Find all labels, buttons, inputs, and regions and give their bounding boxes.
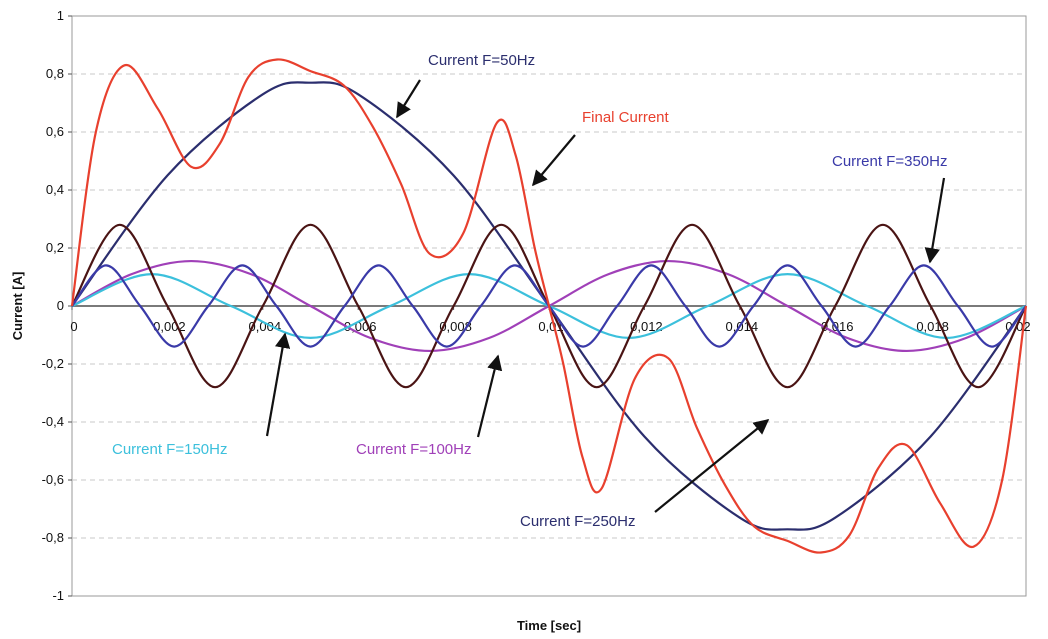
x-tick-label: 0,014	[726, 319, 759, 334]
annotation-arrow	[396, 79, 421, 119]
annotation-arrow	[924, 177, 946, 264]
y-tick-label: -1	[52, 588, 64, 603]
y-tick-label: -0,8	[42, 530, 64, 545]
series-group	[70, 58, 1028, 554]
annotation-arrow	[476, 354, 503, 438]
gridlines	[72, 73, 1026, 539]
annotation-label: Current F=250Hz	[520, 513, 635, 530]
y-tick-label: -0,4	[42, 414, 64, 429]
annotations: Current F=50Hz Final Current Current F=350…	[112, 52, 947, 530]
annotation-label: Current F=50Hz	[428, 52, 535, 69]
annotation-arrow	[532, 134, 576, 187]
annotation-arrows	[265, 79, 946, 513]
annotation-label: Current F=150Hz	[112, 441, 227, 458]
annotation-label: Final Current	[582, 109, 670, 126]
y-axis-ticks: 1 0,8 0,6 0,4 0,2 0 -0,2 -0,4 -0,6 -0,8 -1	[42, 8, 72, 603]
x-tick-label: 0,004	[249, 319, 282, 334]
x-tick-label: 0,012	[630, 319, 663, 334]
annotation-arrow	[654, 419, 770, 513]
y-tick-label: 1	[57, 8, 64, 23]
annotation-arrow	[265, 332, 291, 437]
y-tick-label: 0,2	[46, 240, 64, 255]
y-tick-label: 0,6	[46, 124, 64, 139]
x-axis-title: Time [sec]	[517, 618, 581, 633]
y-tick-label: 0	[57, 298, 64, 313]
y-tick-label: -0,2	[42, 356, 64, 371]
annotation-label: Current F=100Hz	[356, 441, 471, 458]
y-axis-title: Current [A]	[10, 272, 25, 341]
x-tick-label: 0,002	[153, 319, 186, 334]
y-tick-label: 0,4	[46, 182, 64, 197]
x-tick-label: 0,018	[916, 319, 949, 334]
annotation-label: Current F=350Hz	[832, 153, 947, 170]
y-tick-label: 0,8	[46, 66, 64, 81]
y-tick-label: -0,6	[42, 472, 64, 487]
series-line-final-current	[70, 58, 1028, 554]
x-tick-label: 0	[70, 319, 77, 334]
